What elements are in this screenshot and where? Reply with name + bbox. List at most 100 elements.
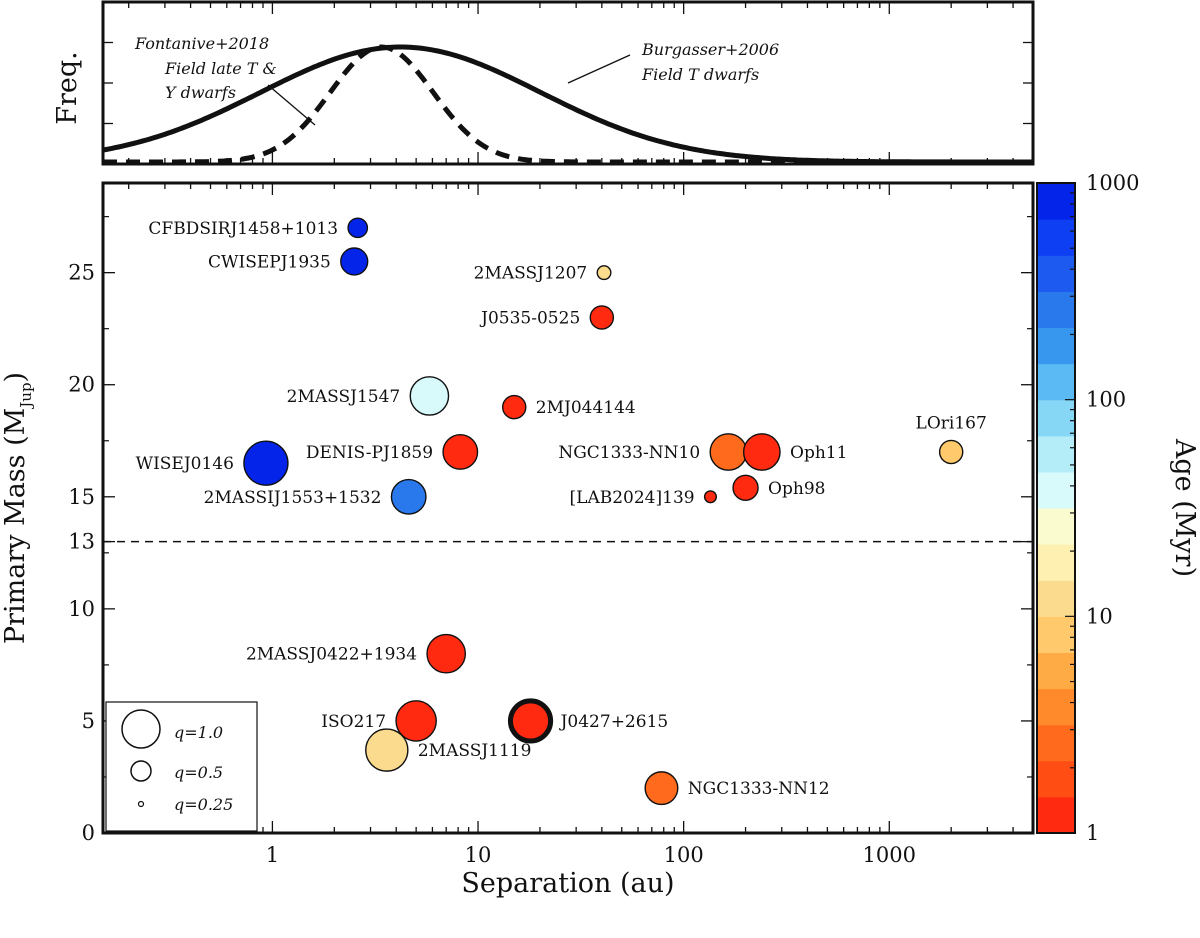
size-legend-marker-q025 [137, 800, 145, 808]
point-denis-pj1859 [442, 434, 479, 470]
fontanive-label-line-1: Fontanive+2018 [134, 34, 269, 53]
burgasser-leader-line [567, 54, 631, 84]
colorbar-band [1037, 471, 1075, 509]
colorbar-tick-label: 1 [1086, 821, 1099, 845]
y-axis-title: Primary Mass (MJup) [0, 372, 35, 644]
fontanive-2018-curve [103, 44, 1033, 164]
point-oph11 [742, 433, 781, 471]
point-label-2mj044144: 2MJ044144 [536, 398, 636, 418]
point-2massj1119 [365, 728, 409, 772]
scatter-panel: 0 5 10 13 15 20 25 1 10 100 1000 CFBDSIRJ1458+1013… [0, 181, 1035, 899]
point-label-lori167: LOri167 [916, 413, 987, 433]
point-j0427-2615 [507, 698, 554, 744]
point-label-j0535-0525: J0535-0525 [479, 308, 580, 328]
burgasser-2006-curve [103, 44, 1033, 164]
point-iso217 [395, 700, 437, 742]
y-tick-label: 0 [82, 821, 95, 845]
size-legend-label-q1: q=1.0 [174, 723, 223, 742]
point-lori167 [938, 439, 964, 465]
point-cfbdsirj1458-1013 [347, 217, 369, 239]
colorbar-band [1037, 652, 1075, 690]
point-2massj0422-1934 [426, 633, 467, 674]
point-label-2massj1207: 2MASSJ1207 [474, 264, 588, 284]
point-cwisepj1935 [340, 247, 369, 276]
point-wisej0146 [243, 440, 289, 486]
scatter-axis-tick-labels: 0 5 10 13 15 20 25 1 10 100 1000 [68, 261, 916, 867]
point-label-iso217: ISO217 [321, 712, 386, 732]
point-oph98 [732, 474, 759, 502]
size-legend-marker-q05 [130, 760, 152, 782]
x-tick-label: 1 [266, 843, 279, 867]
y-tick-label: 15 [68, 485, 95, 509]
y-tick-label: 5 [82, 709, 95, 733]
size-legend-label-q025: q=0.25 [174, 795, 233, 814]
point-label-2massj0422-1934: 2MASSJ0422+1934 [246, 645, 417, 665]
point-label-cwisepj1935: CWISEPJ1935 [208, 252, 331, 272]
scatter-axis-ticks [103, 183, 1034, 834]
colorbar-tick-label: 1000 [1086, 171, 1139, 195]
size-legend-marker-q1 [121, 709, 161, 749]
fontanive-leader-line [267, 84, 316, 126]
frequency-axis-label: Freq. [52, 51, 83, 125]
colorbar-band [1037, 363, 1075, 401]
point-label-j0427-2615: J0427+2615 [559, 712, 669, 732]
burgasser-label-line-2: Field T dwarfs [641, 65, 759, 84]
colorbar-band [1037, 399, 1075, 437]
point-label-2massj1547: 2MASSJ1547 [287, 387, 401, 407]
colorbar-band [1037, 219, 1075, 256]
point-ngc1333-nn12 [644, 771, 679, 806]
size-legend-label-q05: q=0.5 [174, 763, 223, 782]
data-points [243, 217, 964, 806]
point-label-ngc1333-nn10: NGC1333-NN10 [558, 443, 700, 463]
fontanive-2018-annotation: Fontanive+2018 Field late T & Y dwarfs [134, 34, 316, 126]
x-tick-label: 100 [664, 843, 704, 867]
point-label-2massj1119: 2MASSJ1119 [418, 741, 532, 761]
colorbar-band [1037, 760, 1075, 798]
point-label-oph98: Oph98 [768, 479, 825, 499]
point-label-denis-pj1859: DENIS-PJ1859 [306, 443, 433, 463]
x-tick-label: 10 [465, 843, 492, 867]
y-tick-label: 20 [68, 373, 95, 397]
size-legend: q=1.0 q=0.5 q=0.25 [105, 701, 258, 832]
point-2massij1553-1532 [390, 478, 427, 515]
burgasser-2006-annotation: Burgasser+2006 Field T dwarfs [567, 40, 779, 84]
point-label-ngc1333-nn12: NGC1333-NN12 [688, 779, 830, 799]
point-label-lab2024-139: [LAB2024]139 [570, 488, 695, 508]
colorbar-band [1037, 327, 1075, 365]
colorbar-ticks: 1 10 100 1000 [1065, 171, 1139, 845]
point-lab2024-139 [703, 490, 718, 504]
colorbar-band [1037, 796, 1075, 834]
fontanive-label-line-3: Y dwarfs [165, 83, 236, 102]
colorbar-band [1037, 580, 1075, 617]
colorbar-band [1037, 183, 1075, 220]
point-label-2massij1553-1532: 2MASSIJ1553+1532 [204, 488, 382, 508]
colorbar-band [1037, 724, 1075, 762]
y-tick-label: 13 [68, 530, 95, 554]
point-label-cfbdsirj1458-1013: CFBDSIRJ1458+1013 [148, 219, 338, 239]
point-2massj1547 [409, 376, 450, 416]
colorbar-band [1037, 435, 1075, 473]
point-2massj1207 [596, 265, 612, 281]
distribution-panel: Freq. Fontanive+2018 Field late T & Y dw… [52, 0, 1035, 166]
colorbar-band [1037, 616, 1075, 654]
colorbar-title: Age (Myr) [1169, 438, 1200, 577]
age-colorbar: 1 10 100 1000 Age (Myr) [1036, 171, 1200, 845]
data-point-labels: CFBDSIRJ1458+1013 CWISEPJ1935 2MASSJ1207 J0… [136, 219, 987, 799]
colorbar-frame [1036, 182, 1076, 834]
scatter-panel-frame [101, 181, 1035, 835]
fontanive-label-line-2: Field late T & [164, 59, 277, 78]
point-label-wisej0146: WISEJ0146 [136, 454, 234, 474]
point-2mj044144 [501, 394, 527, 420]
point-j0535-0525 [589, 305, 615, 330]
y-tick-label: 10 [68, 597, 95, 621]
burgasser-label-line-1: Burgasser+2006 [641, 40, 779, 59]
colorbar-band [1037, 255, 1075, 292]
y-tick-label: 25 [68, 261, 95, 285]
colorbar-band [1037, 544, 1075, 581]
colorbar-bands [1037, 183, 1075, 834]
point-ngc1333-nn10 [709, 433, 748, 471]
colorbar-tick-label: 100 [1086, 388, 1126, 412]
colorbar-band [1037, 508, 1075, 545]
x-tick-label: 1000 [863, 843, 916, 867]
x-axis-title: Separation (au) [461, 868, 674, 899]
